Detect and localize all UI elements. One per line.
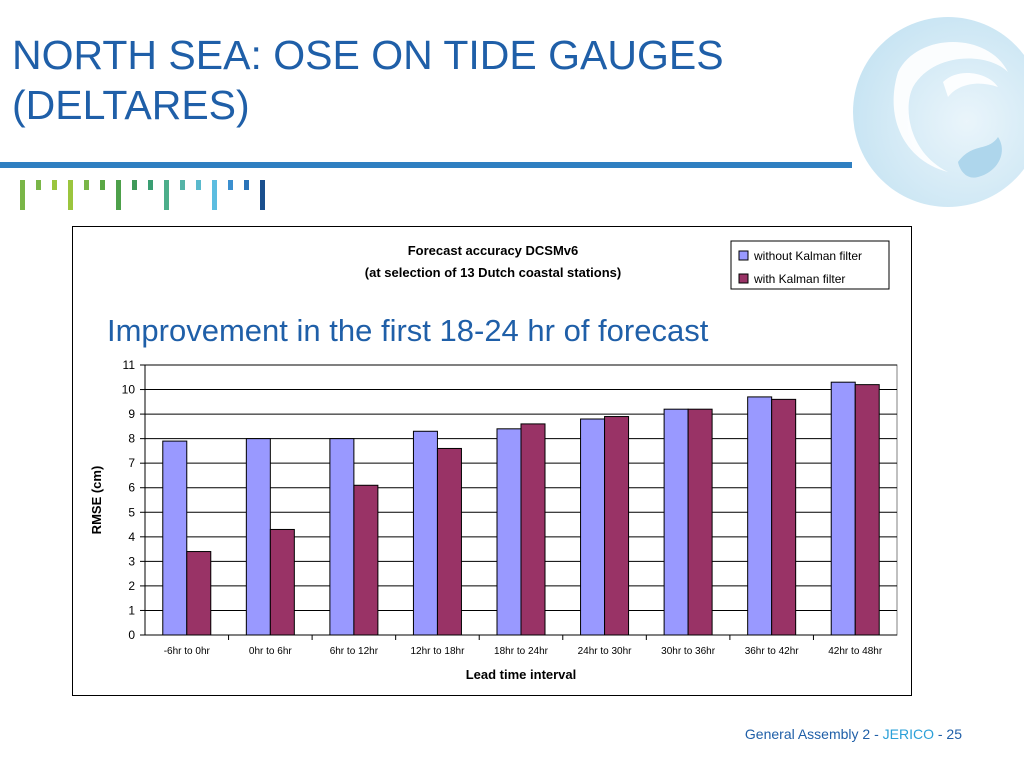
bar-without-kalman — [162, 440, 188, 636]
x-tick-label: 0hr to 6hr — [249, 646, 292, 657]
x-tick-label: 30hr to 36hr — [661, 646, 716, 657]
jerico-logo-icon — [853, 17, 1024, 207]
footer-prefix: General Assembly 2 - — [744, 726, 883, 742]
x-tick-label: 42hr to 48hr — [828, 646, 883, 657]
bar-without-kalman — [747, 396, 773, 636]
x-tick-label: -6hr to 0hr — [164, 646, 211, 657]
legend-box — [730, 240, 890, 290]
slide-title: NORTH SEA: OSE ON TIDE GAUGES (DELTARES) — [12, 30, 832, 130]
legend-swatch — [738, 250, 749, 261]
x-axis-title: Lead time interval — [466, 667, 577, 682]
bar-without-kalman — [580, 418, 606, 636]
bar-without-kalman — [412, 430, 438, 636]
bar-with-kalman — [687, 408, 713, 636]
bar-with-kalman — [353, 484, 379, 636]
y-tick-label: 7 — [128, 456, 135, 470]
bar-with-kalman — [854, 384, 880, 636]
bar-chart: Forecast accuracy DCSMv6 (at selection of… — [89, 240, 898, 682]
legend-label: without Kalman filter — [753, 249, 862, 263]
slide-title-line1: NORTH SEA: OSE ON TIDE GAUGES — [12, 32, 724, 78]
bar-with-kalman — [604, 416, 630, 636]
y-tick-label: 3 — [128, 554, 135, 568]
bar-with-kalman — [520, 423, 546, 636]
legend-label: with Kalman filter — [753, 272, 845, 286]
bar-with-kalman — [269, 528, 295, 636]
bar-without-kalman — [329, 438, 355, 636]
bar-with-kalman — [771, 398, 797, 636]
y-tick-label: 8 — [128, 432, 135, 446]
y-axis-title: RMSE (cm) — [89, 466, 104, 535]
y-tick-label: 1 — [128, 603, 135, 617]
bar-without-kalman — [245, 438, 271, 636]
bar-without-kalman — [830, 381, 856, 636]
bar-without-kalman — [496, 428, 522, 636]
x-tick-label: 36hr to 42hr — [745, 646, 800, 657]
chart-frame: Forecast accuracy DCSMv6 (at selection of… — [72, 226, 912, 696]
y-tick-label: 4 — [128, 530, 135, 544]
x-tick-label: 18hr to 24hr — [494, 646, 549, 657]
bar-with-kalman — [186, 551, 212, 636]
decorative-tick-marks — [20, 180, 265, 210]
y-tick-label: 9 — [128, 407, 135, 421]
y-tick-label: 10 — [122, 383, 136, 397]
chart-title: Forecast accuracy DCSMv6 — [408, 243, 579, 258]
footer-project: JERICO — [882, 726, 934, 742]
slide-footer: General Assembly 2 - JERICO - 25 — [745, 726, 962, 742]
chart-annotation: Improvement in the first 18-24 hr of for… — [107, 313, 709, 348]
x-tick-label: 24hr to 30hr — [578, 646, 633, 657]
y-tick-label: 11 — [123, 358, 136, 372]
x-tick-label: 12hr to 18hr — [410, 646, 465, 657]
bar-with-kalman — [436, 447, 462, 636]
slide-title-line2: (DELTARES) — [12, 82, 250, 128]
y-tick-label: 2 — [128, 579, 135, 593]
y-tick-label: 6 — [128, 481, 135, 495]
y-tick-label: 0 — [128, 628, 135, 642]
y-tick-label: 5 — [128, 505, 135, 519]
x-tick-label: 6hr to 12hr — [330, 646, 379, 657]
bar-without-kalman — [663, 408, 689, 636]
title-underline-rule — [0, 162, 852, 168]
footer-page-number: - 25 — [933, 726, 962, 742]
legend-swatch — [738, 273, 749, 284]
chart-subtitle: (at selection of 13 Dutch coastal statio… — [365, 265, 621, 280]
